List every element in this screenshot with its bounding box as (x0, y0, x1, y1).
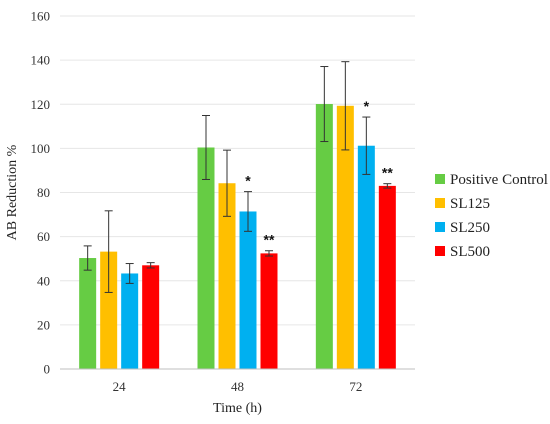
legend: Positive Control SL125 SL250 SL500 (435, 172, 548, 260)
legend-swatch (435, 174, 445, 184)
bar (218, 183, 236, 369)
y-tick-label: 160 (31, 9, 51, 24)
y-tick-label: 40 (37, 273, 50, 288)
x-tick-label: 24 (113, 379, 127, 394)
x-axis-ticks: 24 48 72 (113, 379, 363, 394)
y-axis-ticks: 0 20 40 60 80 100 120 140 160 (31, 9, 51, 377)
bar (336, 105, 354, 369)
bar (79, 258, 97, 369)
legend-swatch (435, 222, 445, 232)
y-tick-label: 60 (37, 229, 50, 244)
y-tick-label: 100 (31, 141, 51, 156)
y-tick-label: 20 (37, 317, 50, 332)
significance-marker: * (245, 173, 251, 189)
significance-markers: ****** (245, 98, 393, 248)
bar (239, 211, 257, 369)
significance-marker: ** (264, 232, 275, 248)
legend-label: SL500 (450, 244, 490, 260)
gridlines (60, 15, 415, 326)
y-tick-label: 120 (31, 97, 51, 112)
bars (79, 104, 396, 370)
y-axis-title: AB Reduction % (5, 144, 20, 240)
bar (357, 145, 375, 369)
bar (100, 251, 118, 369)
significance-marker: ** (382, 165, 393, 181)
bar (378, 185, 396, 369)
x-tick-label: 48 (231, 379, 244, 394)
legend-label: SL250 (450, 220, 490, 236)
legend-label: SL125 (450, 196, 490, 212)
legend-swatch (435, 198, 445, 208)
bar (197, 147, 215, 369)
bar (142, 265, 160, 369)
error-bars (83, 61, 392, 293)
y-tick-label: 0 (44, 362, 51, 377)
bar (121, 273, 139, 369)
y-tick-label: 80 (37, 185, 50, 200)
legend-label: Positive Control (450, 172, 548, 188)
significance-marker: * (364, 98, 370, 114)
x-tick-label: 72 (349, 379, 362, 394)
bar (315, 104, 333, 370)
y-tick-label: 140 (31, 53, 51, 68)
bar (260, 253, 278, 369)
x-axis-title: Time (h) (213, 401, 262, 416)
legend-swatch (435, 246, 445, 256)
